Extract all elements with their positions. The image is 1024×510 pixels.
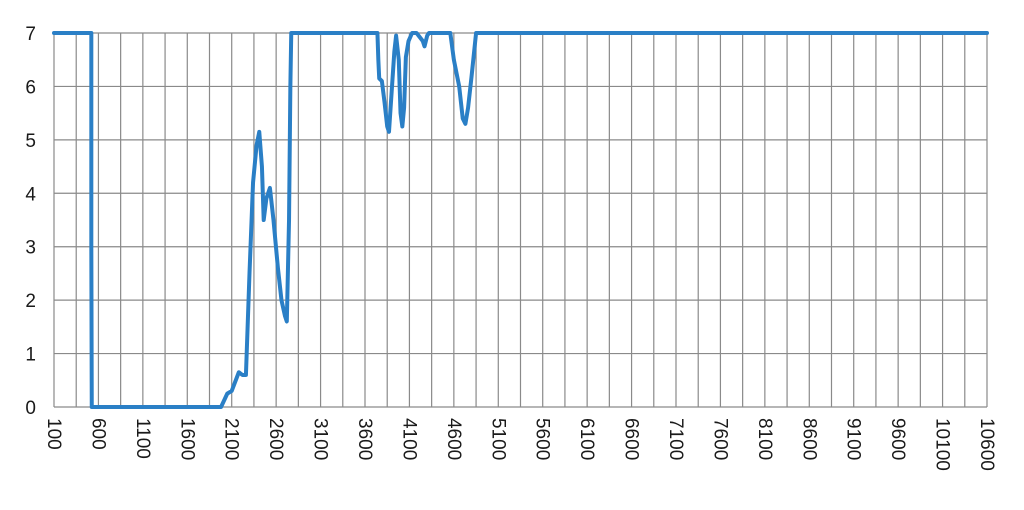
x-tick-label: 100: [43, 418, 64, 450]
x-tick-label: 600: [87, 418, 108, 450]
y-axis-tick-labels: 0 1 2 3 4 5 6 7: [25, 24, 36, 419]
x-tick-label: 8600: [798, 418, 819, 460]
x-tick-label: 1600: [176, 418, 197, 460]
x-tick-label: 10600: [976, 418, 997, 471]
x-tick-label: 9100: [843, 418, 864, 460]
y-tick-label: 0: [25, 398, 36, 419]
x-tick-label: 9600: [887, 418, 908, 460]
x-tick-label: 5100: [487, 418, 508, 460]
x-tick-label: 7100: [665, 418, 686, 460]
x-tick-label: 7600: [709, 418, 730, 460]
x-tick-label: 5600: [532, 418, 553, 460]
y-tick-label: 1: [25, 345, 36, 366]
x-tick-label: 6100: [576, 418, 597, 460]
y-tick-label: 4: [25, 184, 36, 205]
y-tick-label: 5: [25, 131, 36, 152]
series-line: [52, 31, 989, 409]
x-tick-label: 1100: [132, 418, 153, 459]
x-tick-label: 4100: [398, 418, 419, 460]
y-tick-label: 7: [25, 24, 36, 45]
x-tick-label: 4600: [443, 418, 464, 460]
x-axis-tick-labels: 100 600 1100 1600 2100 2600 3100 3600 4100 4600 51…: [43, 418, 997, 471]
grid: [53, 32, 988, 408]
y-tick-label: 6: [25, 77, 36, 98]
series-layer: [52, 31, 989, 409]
x-tick-label: 2600: [265, 418, 286, 460]
x-tick-label: 3600: [354, 418, 375, 460]
x-tick-label: 10100: [932, 418, 953, 471]
y-tick-label: 3: [25, 238, 36, 259]
x-tick-label: 3100: [310, 418, 331, 460]
x-tick-label: 2100: [221, 418, 242, 460]
x-tick-label: 6600: [621, 418, 642, 460]
x-tick-label: 8100: [754, 418, 775, 460]
y-tick-label: 2: [25, 291, 36, 312]
